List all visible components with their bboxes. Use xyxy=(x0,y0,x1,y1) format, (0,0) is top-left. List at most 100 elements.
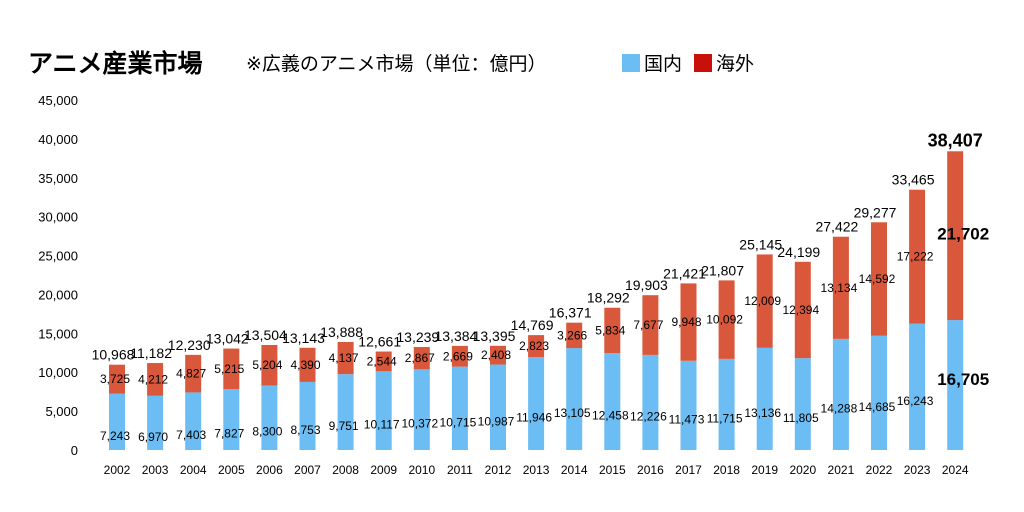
data-label-total: 13,395 xyxy=(473,328,516,344)
data-label-total: 14,769 xyxy=(511,317,554,333)
data-label-overseas: 4,137 xyxy=(329,351,359,365)
x-tick-label: 2018 xyxy=(713,463,740,477)
bar-domestic xyxy=(413,369,430,450)
bar-overseas xyxy=(185,354,202,393)
data-label-overseas: 13,134 xyxy=(821,281,858,295)
x-tick-label: 2022 xyxy=(866,463,893,477)
x-tick-label: 2010 xyxy=(408,463,435,477)
data-label-total: 13,143 xyxy=(282,330,325,346)
data-label-domestic: 8,300 xyxy=(252,425,282,439)
data-label-domestic: 13,105 xyxy=(554,406,591,420)
bar-domestic xyxy=(566,348,583,450)
data-label-overseas: 5,215 xyxy=(214,362,244,376)
y-tick-label: 30,000 xyxy=(38,210,78,225)
data-label-total: 18,292 xyxy=(587,290,630,306)
data-label-total: 10,968 xyxy=(92,347,135,363)
x-tick-label: 2012 xyxy=(485,463,512,477)
bar-overseas xyxy=(451,345,468,367)
data-label-overseas: 14,592 xyxy=(859,272,896,286)
bar-domestic xyxy=(832,338,849,450)
bar-domestic xyxy=(604,353,621,450)
data-label-domestic: 10,117 xyxy=(364,418,400,432)
data-label-domestic: 11,946 xyxy=(516,411,552,425)
data-label-total: 16,371 xyxy=(549,305,592,321)
data-label-overseas: 4,827 xyxy=(176,367,206,381)
data-label-domestic: 14,288 xyxy=(821,401,858,415)
y-tick-label: 25,000 xyxy=(38,249,78,264)
bar-domestic xyxy=(871,335,887,450)
x-tick-label: 2016 xyxy=(637,463,664,477)
chart-subtitle: ※広義のアニメ市場（単位：億円） xyxy=(246,53,547,75)
legend-swatch-overseas xyxy=(694,53,713,72)
data-label-total: 29,277 xyxy=(854,204,897,220)
bar-overseas xyxy=(147,363,164,396)
data-label-domestic: 7,403 xyxy=(176,428,206,442)
bar-overseas xyxy=(299,347,316,382)
data-label-overseas: 12,394 xyxy=(782,303,819,317)
x-tick-label: 2024 xyxy=(942,463,969,477)
bar-overseas xyxy=(909,189,926,324)
x-tick-label: 2002 xyxy=(104,463,131,477)
data-label-domestic: 12,458 xyxy=(592,409,629,423)
data-label-overseas: 5,204 xyxy=(252,358,282,372)
data-label-overseas: 3,725 xyxy=(100,372,130,386)
bar-domestic xyxy=(794,358,811,450)
bar-domestic xyxy=(223,389,240,450)
bar-overseas xyxy=(947,151,964,321)
bar-domestic xyxy=(528,357,545,450)
legend-swatch-domestic xyxy=(622,53,640,72)
data-label-total: 21,421 xyxy=(663,265,706,281)
data-label-overseas: 3,266 xyxy=(557,328,587,342)
bar-domestic xyxy=(147,395,164,450)
x-tick-label: 2014 xyxy=(561,463,588,477)
bar-domestic xyxy=(185,392,202,450)
data-label-domestic: 12,226 xyxy=(630,409,667,423)
y-tick-label: 40,000 xyxy=(38,132,78,147)
data-label-total: 12,230 xyxy=(168,337,211,353)
y-tick-label: 20,000 xyxy=(38,287,78,302)
data-label-domestic: 9,751 xyxy=(329,419,359,433)
data-label-total: 27,422 xyxy=(815,219,858,235)
data-label-domestic: 11,715 xyxy=(707,411,743,425)
bar-domestic xyxy=(756,347,773,450)
data-label-domestic: 6,970 xyxy=(138,430,168,444)
x-tick-label: 2011 xyxy=(447,463,473,477)
x-tick-label: 2006 xyxy=(256,463,283,477)
bar-overseas xyxy=(490,345,506,365)
data-label-domestic: 10,372 xyxy=(401,417,438,431)
data-label-overseas: 7,677 xyxy=(633,318,663,332)
data-label-domestic: 11,473 xyxy=(669,412,705,426)
data-label-domestic: 14,685 xyxy=(859,400,896,414)
bar-domestic xyxy=(299,381,316,450)
bar-overseas xyxy=(566,322,583,349)
legend-item-domestic: 国内 xyxy=(622,49,682,76)
data-label-overseas: 2,544 xyxy=(367,354,397,368)
bar-overseas xyxy=(528,335,545,358)
y-tick-label: 0 xyxy=(71,443,78,458)
x-tick-label: 2023 xyxy=(904,463,931,477)
data-label-total: 38,407 xyxy=(928,130,983,150)
data-label-total: 13,239 xyxy=(396,329,439,345)
bar-domestic xyxy=(109,393,125,450)
bar-domestic xyxy=(337,374,354,450)
x-tick-label: 2020 xyxy=(789,463,816,477)
bar-overseas xyxy=(109,364,125,394)
bar-domestic xyxy=(490,364,506,450)
data-label-total: 25,145 xyxy=(739,236,782,252)
chart-title: アニメ産業市場 xyxy=(28,49,203,78)
data-label-total: 21,807 xyxy=(701,262,744,278)
data-label-total: 11,182 xyxy=(130,345,172,361)
x-tick-label: 2007 xyxy=(294,463,321,477)
data-label-overseas: 4,212 xyxy=(138,372,168,386)
data-label-domestic: 10,715 xyxy=(440,415,477,429)
x-tick-label: 2017 xyxy=(675,463,702,477)
data-label-total: 13,888 xyxy=(320,324,363,340)
data-label-domestic: 8,753 xyxy=(290,423,320,437)
data-label-overseas: 12,009 xyxy=(744,294,781,308)
bar-overseas xyxy=(680,283,697,361)
data-label-overseas: 2,823 xyxy=(519,339,549,353)
legend-label-domestic: 国内 xyxy=(644,53,683,75)
bar-domestic xyxy=(451,366,468,450)
x-tick-label: 2008 xyxy=(332,463,359,477)
